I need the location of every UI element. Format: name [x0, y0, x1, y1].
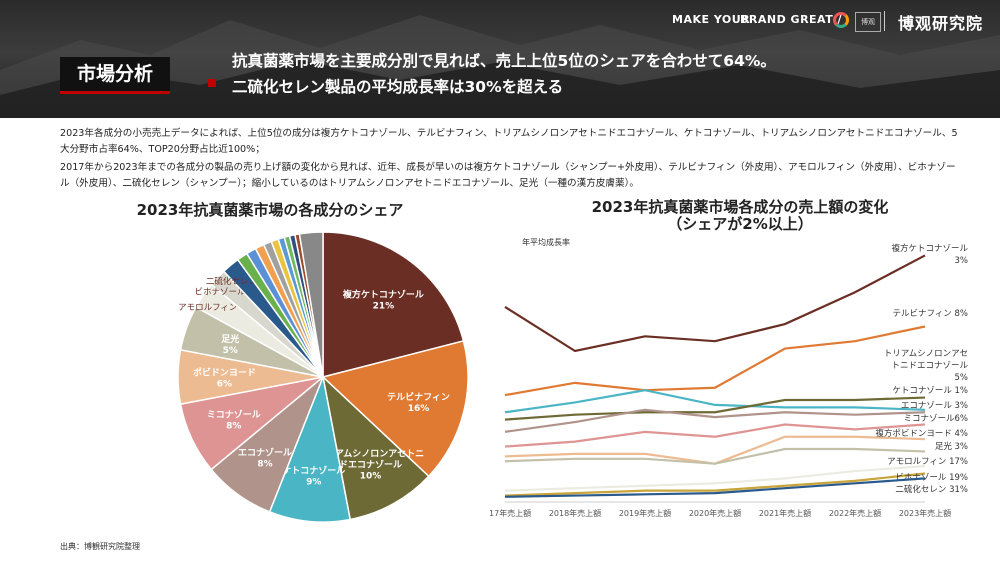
x-tick-label: 2020年売上額 — [689, 508, 741, 518]
growth-rate-annotation: 年平均成長率 — [522, 237, 570, 247]
x-tick-label: 2019年売上額 — [619, 508, 671, 518]
line-chart-title-line1: 2023年抗真菌薬市場各成分の売上額の変化 — [591, 198, 889, 216]
series-label: トニドエコナゾール — [891, 361, 968, 371]
pie-slice-label: アモロルフィン 3% — [178, 303, 254, 313]
source-note: 出典：博観研究院整理 — [60, 542, 140, 551]
logo-circle-icon — [833, 12, 849, 28]
section-title: 市場分析 — [76, 63, 153, 85]
mountain-background — [0, 15, 1000, 118]
pie-slice-label: ミコナゾール — [207, 408, 261, 420]
series-label: 3% — [955, 256, 969, 266]
pie-slice-label: 複方ケトコナゾール — [342, 289, 424, 301]
logo-mark: 博观 — [855, 12, 881, 32]
series-line — [504, 325, 926, 397]
series-label: アモロルフィン 17% — [887, 457, 968, 467]
x-tick-label: 2021年売上額 — [759, 508, 811, 518]
pie-slice-label: 二硫化セレン 2% — [206, 276, 273, 287]
pie-chart-title: 2023年抗真菌薬市場の各成分のシェア — [136, 201, 404, 219]
series-line — [504, 423, 926, 448]
line-chart-title: 2023年抗真菌薬市場各成分の売上額の変化 （シェアが2%以上） — [560, 199, 920, 233]
series-line — [504, 472, 926, 497]
series-label: 複方ポビドンヨード 4% — [875, 428, 968, 439]
pie-slice-value: 8% — [257, 459, 272, 469]
pie-slice — [321, 340, 469, 478]
series-label: 複方ケトコナゾール — [891, 243, 968, 254]
pie-slice-value: 5% — [223, 346, 238, 356]
pie-slice-value: 16% — [408, 404, 430, 414]
pie-slice-value: 6% — [217, 380, 232, 390]
brand-name: 博观研究院 — [898, 14, 984, 33]
series-label: トリアムシノロンアセ — [884, 349, 968, 359]
series-label: ミコナゾール6% — [904, 414, 969, 424]
series-label: ビホナゾール 19% — [895, 473, 968, 483]
series-label: テルビナフィン 8% — [892, 309, 968, 319]
line-chart-title-line2: （シェアが2%以上） — [667, 215, 813, 233]
pie-slice-value: 9% — [306, 478, 321, 488]
body-paragraph-2: 2017年から2023年までの各成分の製品の売り上げ額の変化から見れば、近年、成… — [60, 162, 956, 189]
series-line — [504, 408, 926, 433]
pie-slice-label: テルビナフィン — [387, 391, 450, 403]
pie-slice-value: 10% — [360, 471, 382, 481]
pie-slice — [321, 374, 430, 521]
series-line — [504, 465, 926, 492]
pie-slice-label: ドエコナゾール — [339, 458, 402, 470]
pie-slice-label: トリアムシノロンアセトニ — [317, 448, 424, 459]
pie-slice-label: エコナゾール — [238, 446, 292, 458]
series-label: 5% — [955, 373, 969, 383]
line-chart: 年平均成長率 2017年売上額 2018年売上額 2019年売上額 2020年売上額 20… — [490, 237, 969, 518]
series-label: 足光 3% — [935, 441, 968, 452]
x-tick-label: 2017年売上額 — [490, 508, 531, 518]
series-line — [504, 389, 926, 414]
series-line — [504, 477, 926, 498]
body-paragraph-1: 2023年各成分の小売売上データによれば、上位5位の成分は複方ケトコナゾール、テ… — [60, 128, 958, 155]
pie-slice — [268, 374, 352, 523]
x-tick-label: 2023年売上額 — [899, 508, 951, 518]
pie-slice-value: 21% — [373, 302, 395, 312]
pie-slice-value: 8% — [226, 421, 241, 431]
series-label: ケトコナゾール 1% — [892, 386, 968, 396]
pie-slice-label: ビホナゾール 2% — [195, 288, 262, 298]
series-line — [504, 396, 926, 421]
series-label: エコナゾール 3% — [901, 401, 968, 411]
headline-2: 二硫化セレン製品の平均成長率は30%を超える — [232, 78, 564, 96]
pie-slice-label: 足光 — [221, 333, 239, 345]
red-bullet-icon — [208, 79, 216, 87]
headline-1: 抗真菌薬市場を主要成分別で見れば、売上上位5位のシェアを合わせて64%。 — [232, 52, 776, 70]
pie-slice — [298, 231, 324, 378]
brand-tagline-2: BRAND GREAT / — [740, 13, 843, 26]
series-label: 二硫化セレン 31% — [895, 484, 968, 495]
x-tick-label: 2018年売上額 — [549, 508, 601, 518]
section-title-box: 市場分析 — [60, 57, 170, 94]
brand-tagline-1: MAKE YOUR — [672, 13, 751, 26]
x-tick-label: 2022年売上額 — [829, 508, 881, 518]
pie-slice — [322, 231, 465, 378]
series-line — [504, 447, 926, 465]
pie-slice-label: ケトコナゾール — [282, 465, 345, 477]
pie-slice-label: ポビドンヨード — [193, 367, 256, 379]
series-line — [504, 254, 926, 353]
divider — [884, 11, 885, 31]
header-banner: 市場分析 抗真菌薬市場を主要成分別で見れば、売上上位5位のシェアを合わせて64%… — [0, 0, 1000, 118]
